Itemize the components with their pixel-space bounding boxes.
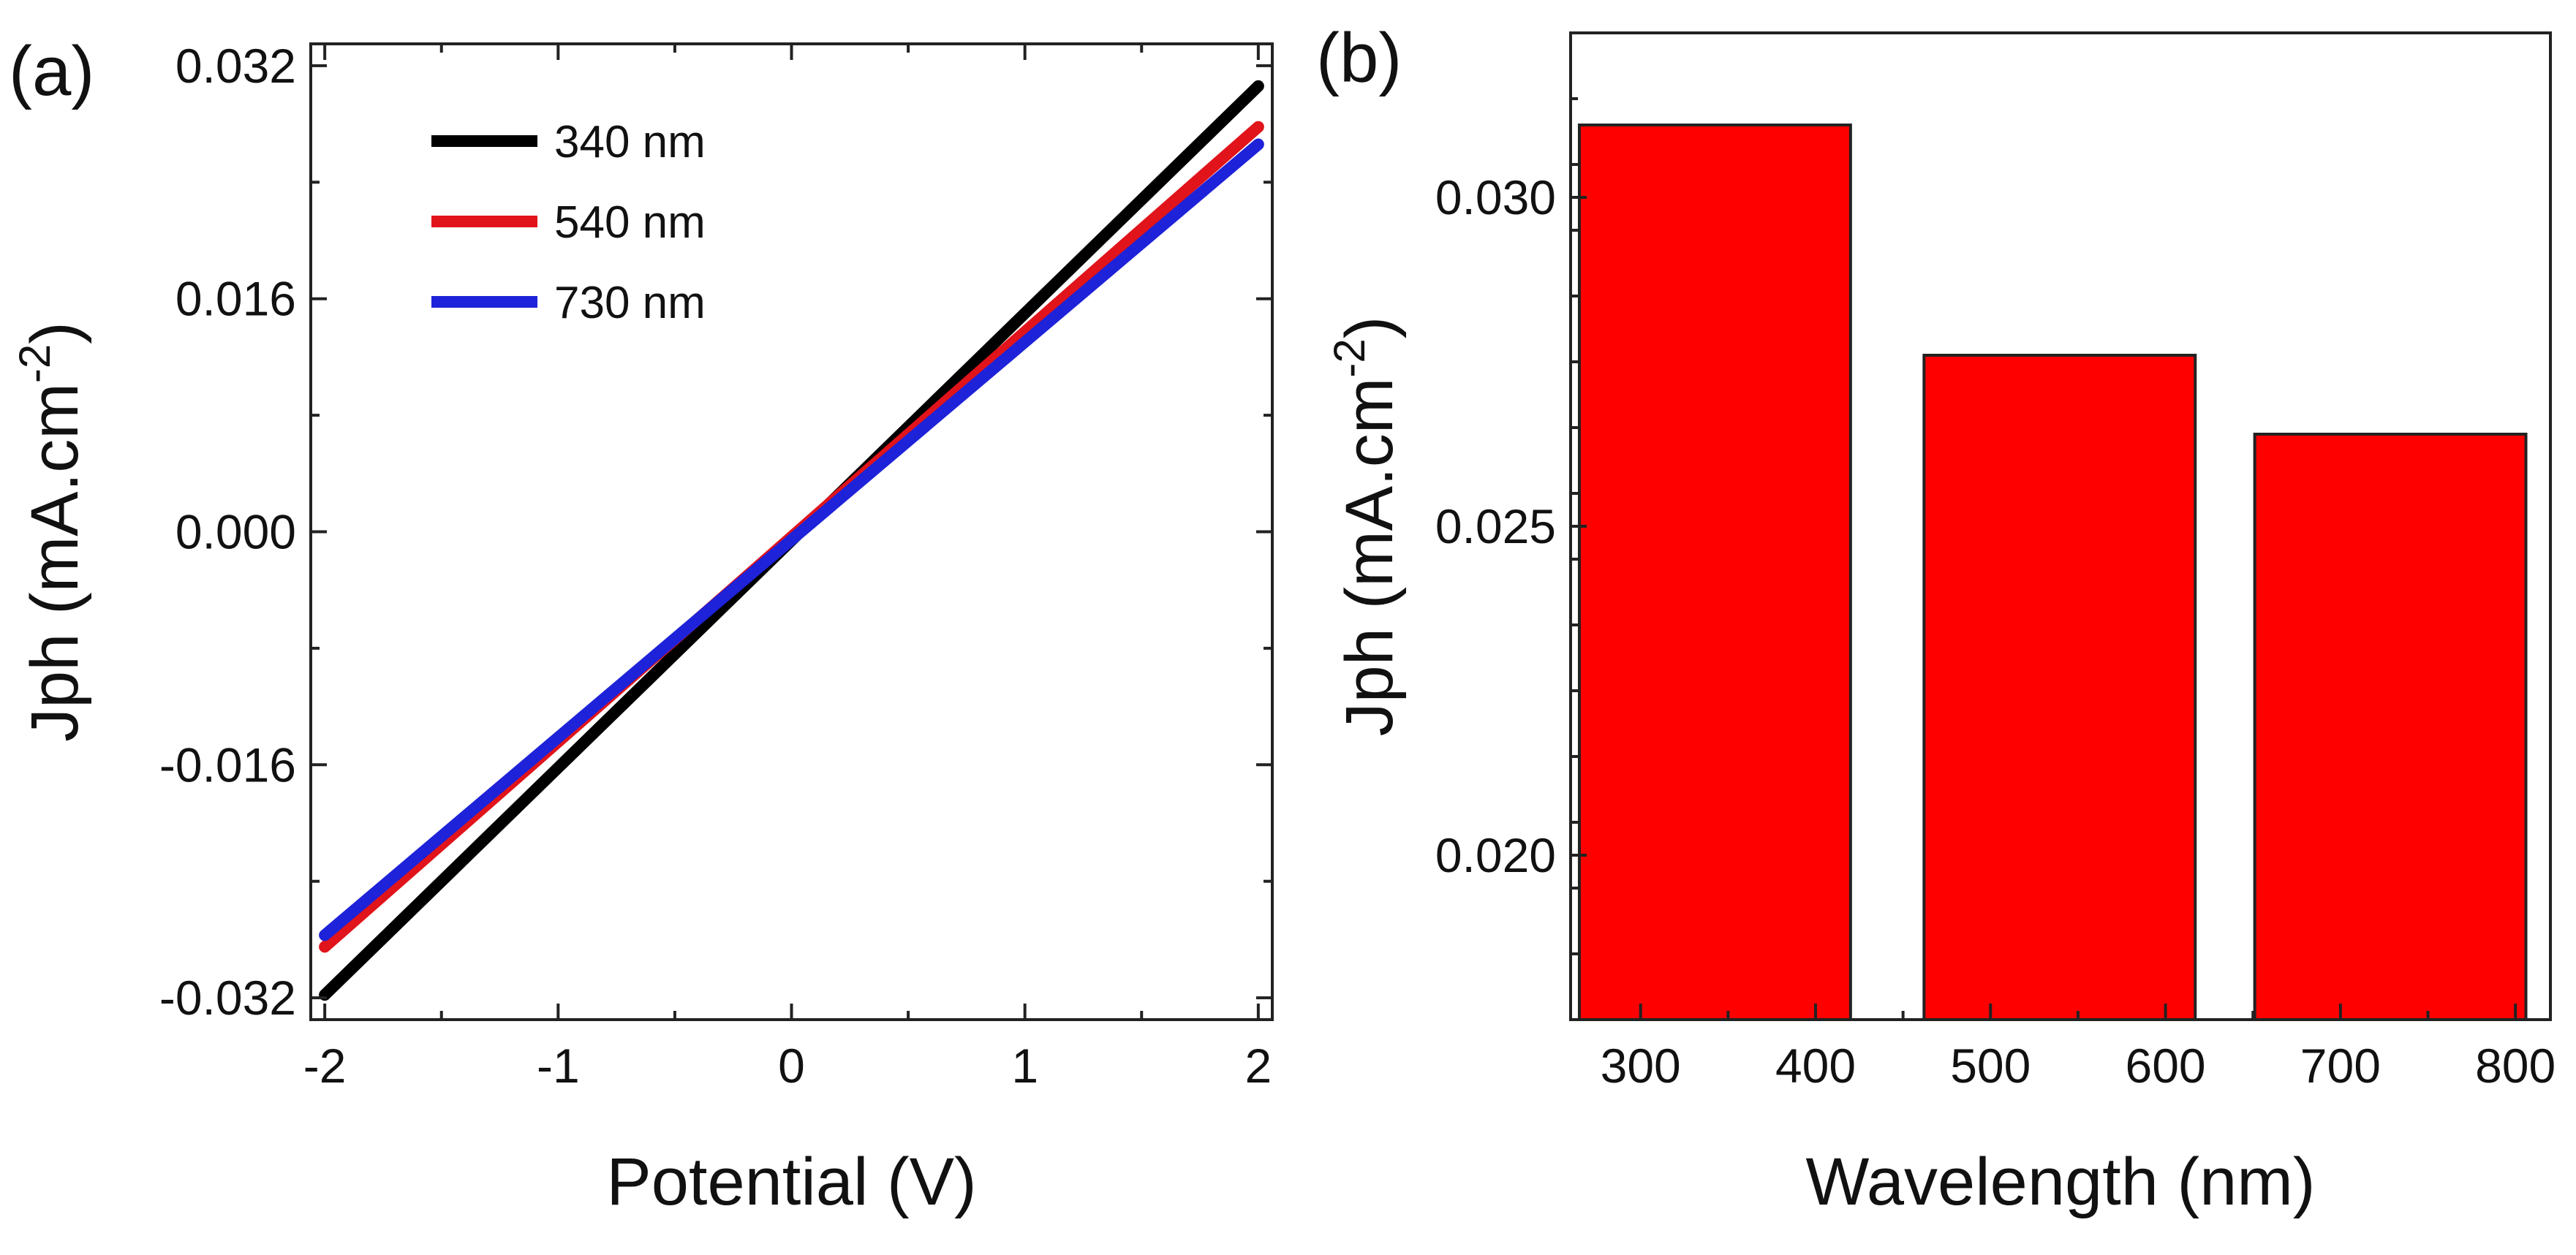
panel-a-potential-chart: -2 -1 0 1 2 -0.032 -0.016 0.000 0.016 0.032 340 nm…	[9, 32, 1274, 1219]
panel-label-b: (b)	[1316, 19, 1402, 97]
bar-540-nm	[1922, 354, 2197, 1021]
x-tick-label: -2	[303, 1039, 347, 1093]
y-tick-label: 0.020	[1435, 828, 1556, 882]
y-axis-title: Jph (mA.cm-2)	[1325, 316, 1407, 737]
series-line-730-nm	[319, 138, 1264, 941]
x-tick-label: 300	[1601, 1039, 1681, 1093]
x-tick-label: 2	[1244, 1039, 1272, 1093]
legend-label: 540 nm	[554, 197, 706, 248]
y-axis-title: Jph (mA.cm-2)	[10, 322, 92, 742]
y-tick-label: -0.032	[159, 971, 296, 1025]
panel-label-a: (a)	[9, 32, 94, 110]
y-tick-label: 0.032	[175, 39, 296, 93]
y-axis-title-main: Jph (mA.cm	[1332, 378, 1407, 737]
y-axis-title-superscript: -2	[1325, 338, 1374, 377]
y-tick-label: 0.025	[1435, 499, 1556, 553]
x-tick-label: 800	[2475, 1039, 2556, 1093]
x-tick-label: 0	[778, 1039, 805, 1093]
y-tick-label: 0.016	[175, 272, 296, 326]
x-tick-label: 500	[1950, 1039, 2031, 1093]
x-axis-title: Wavelength (nm)	[1805, 1145, 2315, 1219]
legend-label: 340 nm	[554, 117, 706, 167]
y-axis-title-close: )	[18, 322, 92, 344]
y-tick-label: 0.000	[175, 505, 296, 559]
y-tick-label: 0.030	[1435, 170, 1556, 224]
x-axis-title: Potential (V)	[606, 1145, 976, 1219]
x-tick-label: 1	[1011, 1039, 1038, 1093]
bar-730-nm	[2253, 433, 2528, 1021]
y-axis-title-main: Jph (mA.cm	[18, 383, 92, 742]
y-tick-label: -0.016	[159, 738, 296, 792]
x-tick-label: 400	[1775, 1039, 1856, 1093]
legend-label: 730 nm	[554, 278, 706, 328]
x-tick-label: -1	[537, 1039, 580, 1093]
x-tick-label: 600	[2126, 1039, 2206, 1093]
y-axis-title-close: )	[1332, 316, 1407, 339]
panel-b-wavelength-chart: 300 400 500 600 700 800 0.020 0.025 0.030 Wavelen…	[1316, 19, 2556, 1219]
y-axis-title-superscript: -2	[10, 344, 59, 383]
x-tick-label: 700	[2300, 1039, 2381, 1093]
bar-340-nm	[1577, 124, 1852, 1021]
